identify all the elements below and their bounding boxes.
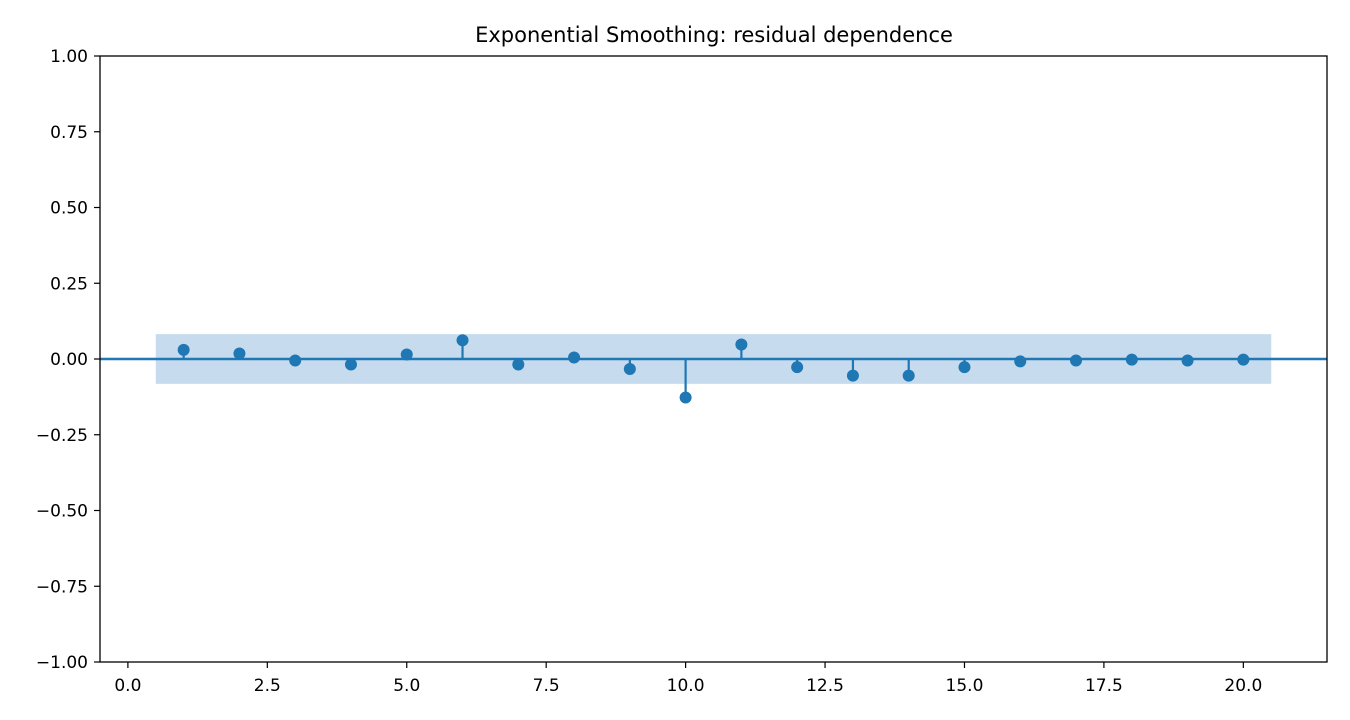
stem-lag-1 xyxy=(177,343,190,359)
stem-lag-3 xyxy=(289,354,302,367)
stem-marker xyxy=(735,338,748,351)
stem-lag-7 xyxy=(512,358,525,371)
stem-marker xyxy=(846,369,859,382)
stem-marker xyxy=(1125,353,1138,366)
stem-marker xyxy=(512,358,525,371)
x-tick-label: 17.5 xyxy=(1085,676,1123,696)
stem-lag-2 xyxy=(233,347,246,360)
stem-marker xyxy=(679,391,692,404)
stem-marker xyxy=(400,348,413,361)
x-tick-label: 20.0 xyxy=(1224,676,1262,696)
stem-lag-15 xyxy=(958,359,971,374)
stem-marker xyxy=(1014,355,1027,368)
y-axis: 1.00 0.75 0.50 0.25 0.00 −0.25 −0.50 −0.75 −1.00 xyxy=(36,47,100,673)
y-tick-label: −1.00 xyxy=(36,653,88,673)
stem-lag-18 xyxy=(1125,353,1138,366)
x-tick-label: 5.0 xyxy=(393,676,420,696)
stem-marker xyxy=(958,361,971,374)
x-tick-label: 0.0 xyxy=(114,676,141,696)
stem-lag-11 xyxy=(735,338,748,359)
stem-lag-5 xyxy=(400,348,413,361)
stem-lag-9 xyxy=(623,359,636,375)
y-tick-label: 0.25 xyxy=(50,274,88,294)
stem-marker xyxy=(289,354,302,367)
stem-marker xyxy=(177,343,190,356)
stem-lag-16 xyxy=(1014,355,1027,368)
stem-marker xyxy=(456,334,469,347)
stem-lag-14 xyxy=(902,359,915,382)
stem-marker xyxy=(1181,354,1194,367)
y-tick-label: 0.75 xyxy=(50,123,88,143)
stem-marker xyxy=(568,351,581,364)
y-tick-label: 0.00 xyxy=(50,350,88,370)
stem-marker xyxy=(344,358,357,371)
stem-lag-12 xyxy=(791,359,804,374)
y-tick-label: −0.75 xyxy=(36,577,88,597)
stem-marker xyxy=(1237,353,1250,366)
stem-lag-6 xyxy=(456,334,469,359)
y-tick-label: −0.50 xyxy=(36,502,88,522)
stem-lag-13 xyxy=(846,359,859,382)
stem-marker xyxy=(623,362,636,375)
stem-marker xyxy=(233,347,246,360)
stem-lag-19 xyxy=(1181,354,1194,367)
stem-marker xyxy=(902,369,915,382)
x-tick-label: 12.5 xyxy=(806,676,844,696)
x-tick-label: 10.0 xyxy=(667,676,705,696)
y-tick-label: 1.00 xyxy=(50,47,88,67)
chart-title: Exponential Smoothing: residual dependen… xyxy=(475,23,953,47)
x-axis: 0.0 2.5 5.0 7.5 10.0 12.5 15.0 17.5 20.0 xyxy=(114,662,1262,696)
stem-marker xyxy=(791,361,804,374)
stem-marker xyxy=(1070,354,1083,367)
stem-lag-8 xyxy=(568,351,581,364)
x-tick-label: 15.0 xyxy=(946,676,984,696)
x-tick-label: 7.5 xyxy=(533,676,560,696)
stem-lag-4 xyxy=(344,358,357,371)
x-tick-label: 2.5 xyxy=(254,676,281,696)
stem-layer xyxy=(177,334,1250,404)
y-tick-label: 0.50 xyxy=(50,199,88,219)
stem-lag-10 xyxy=(679,359,692,404)
y-tick-label: −0.25 xyxy=(36,426,88,446)
stem-lag-20 xyxy=(1237,353,1250,366)
stem-lag-17 xyxy=(1070,354,1083,367)
